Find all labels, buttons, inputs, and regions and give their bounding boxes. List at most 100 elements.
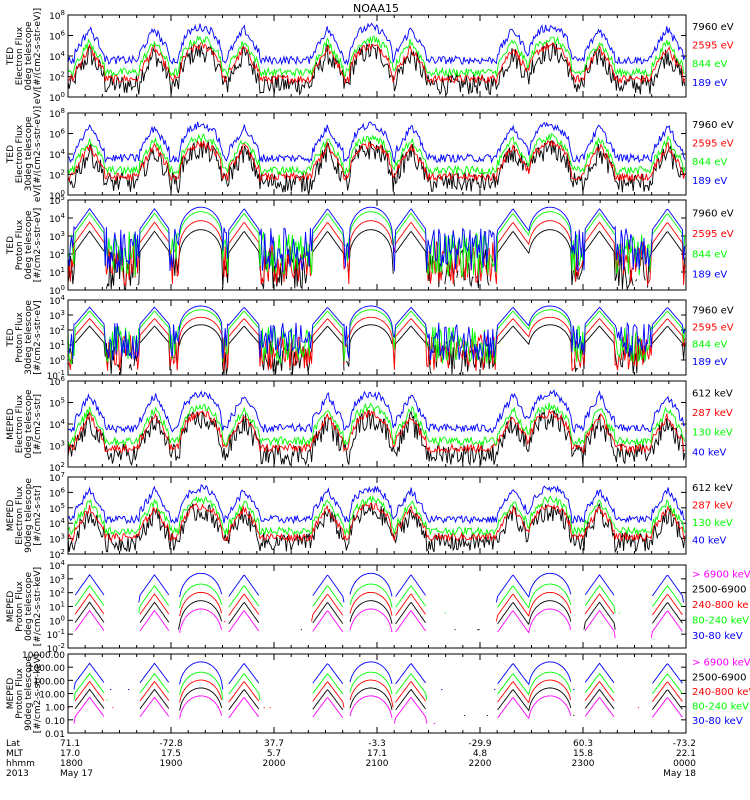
panel-frame [67,199,687,291]
panel-8: MEPED Proton Flux 90deg telescope [#/cm2-s-… [6,651,750,740]
legend-entry: 844 eV [692,249,727,260]
legend-entry: 7960 eV [692,22,734,33]
panel-ylabel-line: MEPED [6,678,16,710]
series-trace [74,583,683,614]
panel-frame [67,380,687,468]
y-tick-label: 100 [49,284,65,297]
series-trace [67,402,686,447]
y-tick-label: 103 [49,440,65,453]
panel-4: TED Proton Flux 30deg telescope [#/cm2-s-st… [6,294,734,382]
y-tick-label: 102 [49,248,65,261]
panel-ylabel-line: eV/[#/(cm2-s-str-eV)] [33,106,43,202]
x-tick-mlt: 17.0 [60,749,80,759]
y-tick-label: 100 [49,614,65,627]
y-tick-label: 100 [49,354,65,367]
y-tick-label: 100 [49,189,65,202]
series-trace [67,206,686,272]
series-trace [68,679,683,709]
y-tick-label: 10-2 [47,642,65,655]
panel-ylabel-line: [#/cm2-s-str] [33,394,43,454]
y-tick-label: 101 [49,601,65,614]
legend-entry: 189 eV [692,357,727,368]
series-trace [74,591,683,622]
y-tick-label: 106 [49,375,65,388]
series-trace [67,229,686,291]
x-axis-row-label: hhmm [6,759,35,769]
y-tick-label: 101 [49,339,65,352]
x-tick-date: May 17 [60,769,93,779]
x-tick-hhmm: 2200 [469,759,492,769]
y-tick-label: 105 [49,397,65,410]
y-tick-label: 10-1 [47,628,65,641]
y-tick-label: 103 [49,230,65,243]
series-trace [74,600,683,631]
legend-entry: 80-240 keV [692,615,749,626]
legend-entry: 844 eV [692,59,727,70]
y-tick-label: 108 [49,9,65,22]
panel-5: MEPED Electron Flux 0deg telescope [#/cm2-s… [6,375,733,474]
panel-ylabel-line: Proton Flux [15,219,25,270]
panel-ylabel-line: Proton Flux [15,581,25,632]
legend-entry: > 6900 keV [692,569,750,580]
series-trace [67,502,686,554]
x-axis-row-label: MLT [6,749,24,759]
legend-entry: 80-240 keV [692,702,749,713]
y-tick-label: 10.00 [39,691,65,701]
legend-entry: 287 keV [692,408,733,419]
y-tick-label: 103 [49,533,65,546]
series-trace [74,696,685,724]
y-tick-label: 10000.00 [22,651,65,661]
legend-entry: 130 keV [692,428,733,439]
panel-ylabel-line: [#/cm2-s-str-keV] [33,567,43,646]
legend-entry: 30-80 keV [692,716,743,727]
legend-entry: 844 eV [692,157,727,168]
panel-ylabel-line: 0deg telescope [24,389,34,459]
series-trace [67,41,686,97]
x-tick-hhmm: 2100 [366,759,389,769]
series-trace [67,35,685,78]
legend-entry: 40 keV [692,447,726,458]
x-tick-lat: 37.7 [264,739,284,749]
panel-7: MEPED Proton Flux 0deg telescope [#/cm2-s-s… [6,559,750,655]
legend-entry: 2500-6900 [692,585,747,596]
series-trace [67,305,686,360]
panel-ylabel-line: 30deg telescope [24,116,34,191]
panel-ylabel-line: [#/cm2-s-str-keV] [33,654,43,733]
panel-ylabel-line: Electron Flux [15,124,25,183]
legend-entry: > 6900 keV [692,658,750,669]
series-trace [67,484,685,525]
y-tick-label: 100.00 [34,677,66,687]
x-tick-lat: 60.3 [573,739,593,749]
x-tick-mlt: 17.5 [161,749,181,759]
y-tick-label: 106 [49,30,65,43]
y-tick-label: 0.01 [45,730,65,740]
panel-ylabel-line: [#/cm2-s-str-eV] [33,300,43,375]
y-tick-label: 103 [49,309,65,322]
legend-entry: 7960 eV [692,306,734,317]
series-trace [67,121,686,164]
figure-title: NOAA15 [353,2,399,15]
y-tick-label: 107 [49,471,65,484]
panel-ylabel-line: eV/[#/(cm2-s-str-eV)] [33,8,43,104]
y-tick-label: 101 [49,266,65,279]
legend-entry: 40 keV [692,536,726,547]
panel-ylabel-line: TED [6,145,16,164]
x-tick-mlt: 5.7 [267,749,281,759]
x-tick-hhmm: 1800 [60,759,83,769]
panel-ylabel-line: [#/cm2-s-str-eV] [33,208,43,283]
legend-entry: 30-80 keV [692,631,743,642]
panels: TED Electron Flux 0deg telescope eV/[#/(cm2… [6,8,750,740]
series-trace [67,389,686,434]
panel-ylabel-line: Proton Flux [15,668,25,719]
panel-ylabel-line: 0deg telescope [24,572,34,642]
y-tick-label: 104 [49,212,65,225]
panel-ylabel-line: Electron Flux [15,486,25,545]
y-tick-label: 104 [49,517,65,530]
y-tick-label: 104 [49,148,65,161]
series-trace [67,42,686,85]
series-trace [67,324,686,376]
x-tick-mlt: 22.1 [676,749,696,759]
panel-frame [67,653,687,734]
x-tick-hhmm: 2300 [572,759,595,769]
